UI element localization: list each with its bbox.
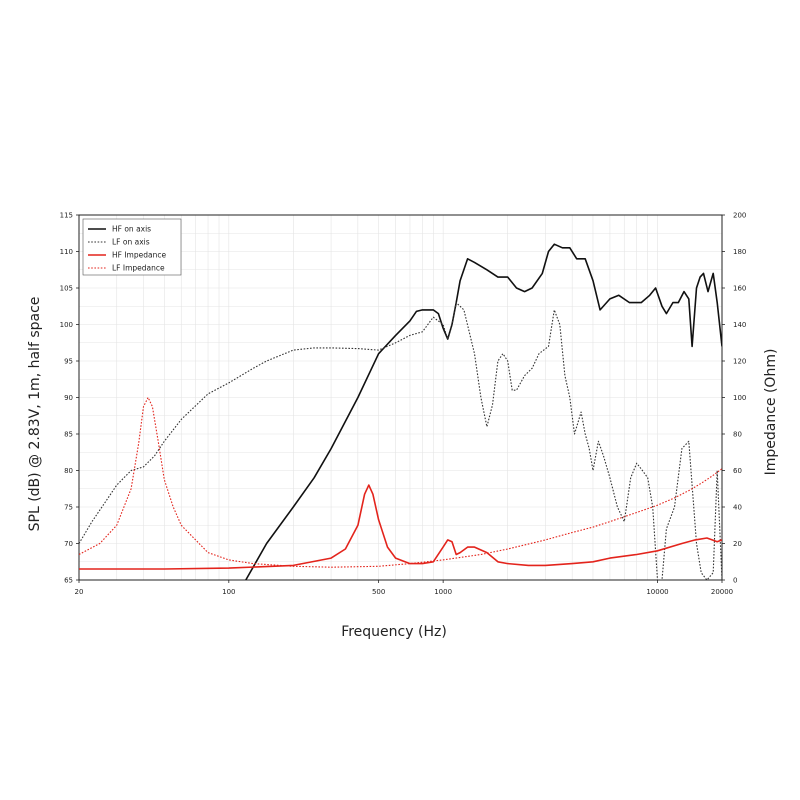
left-y-axis-title: SPL (dB) @ 2.83V, 1m, half space: [27, 297, 43, 532]
legend-label: LF Impedance: [112, 264, 165, 273]
right-y-tick-label: 120: [733, 358, 746, 366]
left-y-tick-label: 95: [64, 358, 73, 366]
series-line-1: [245, 243, 722, 580]
x-axis-title: Frequency (Hz): [341, 624, 447, 640]
right-y-axis-title: Impedance (Ohm): [763, 349, 779, 476]
x-tick-label: 20000: [711, 588, 733, 596]
right-y-tick-label: 40: [733, 504, 742, 512]
x-tick-label: 1000: [434, 588, 452, 596]
x-axis-ticks: 20 100 500 1000 10000 20000: [75, 580, 733, 596]
legend-label: HF Impedance: [112, 251, 166, 260]
right-y-tick-label: 180: [733, 248, 746, 256]
left-y-tick-label: 65: [64, 577, 73, 585]
left-y-tick-label: 115: [60, 212, 73, 220]
right-y-tick-label: 200: [733, 212, 746, 220]
right-y-tick-label: 0: [733, 577, 737, 585]
left-y-axis-ticks: 65 70 75 80 85 90 95 100 105 110 115: [60, 212, 79, 585]
legend-label: LF on axis: [112, 238, 150, 247]
left-y-tick-label: 100: [60, 321, 73, 329]
x-tick-label: 100: [222, 588, 235, 596]
series-line-3: [79, 484, 722, 570]
right-y-tick-label: 140: [733, 321, 746, 329]
right-y-tick-label: 80: [733, 431, 742, 439]
left-y-tick-label: 110: [60, 248, 73, 256]
x-tick-label: 500: [372, 588, 385, 596]
legend: HF on axis LF on axis HF Impedance LF Imped…: [82, 218, 182, 276]
series-layer: [79, 243, 722, 580]
series-line-2: [79, 302, 722, 580]
series-line-4: [79, 396, 722, 568]
x-tick-label: 10000: [646, 588, 668, 596]
left-y-tick-label: 75: [64, 504, 73, 512]
right-y-tick-label: 20: [733, 540, 742, 548]
legend-label: HF on axis: [112, 225, 151, 234]
right-y-axis-ticks: 0 20 40 60 80 100 120 140 160 180 200: [722, 212, 746, 585]
right-y-tick-label: 100: [733, 394, 746, 402]
left-y-tick-label: 70: [64, 540, 73, 548]
left-y-tick-label: 80: [64, 467, 73, 475]
x-tick-label: 20: [75, 588, 84, 596]
left-y-tick-label: 85: [64, 431, 73, 439]
left-y-tick-label: 90: [64, 394, 73, 402]
right-y-tick-label: 60: [733, 467, 742, 475]
right-y-tick-label: 160: [733, 285, 746, 293]
left-y-tick-label: 105: [60, 285, 73, 293]
